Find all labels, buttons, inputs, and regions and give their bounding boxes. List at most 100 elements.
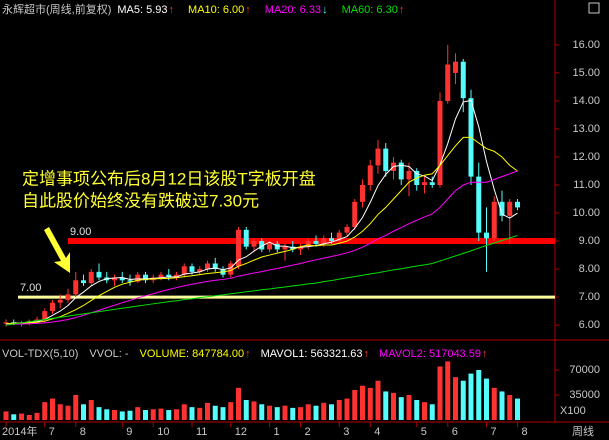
- chart-title: 永辉超市(周线,前复权): [2, 2, 111, 16]
- volume-bar: [491, 387, 497, 420]
- candle-body: [360, 185, 365, 202]
- unit-label: X100: [560, 405, 586, 417]
- volume-bar: [329, 404, 334, 420]
- x-tick-label: 3: [343, 426, 349, 438]
- volume-bar: [305, 404, 311, 420]
- volume-bar: [484, 378, 489, 420]
- window-button[interactable]: [588, 2, 600, 14]
- y-tick-label: 35000: [569, 389, 600, 401]
- legend-entry: MA60: 6.30: [342, 4, 398, 16]
- candle-body: [336, 232, 342, 242]
- volume-bar: [3, 411, 9, 420]
- volume-bar: [251, 401, 257, 420]
- candle-body: [228, 263, 234, 275]
- volume-bar: [290, 407, 296, 420]
- candle-body: [112, 277, 117, 281]
- candle-body: [81, 280, 86, 284]
- legend-arrow: ↑: [245, 348, 251, 360]
- candle-body: [181, 266, 187, 275]
- ma-line: [5, 136, 518, 325]
- candle-body: [429, 182, 435, 186]
- candle-body: [212, 263, 218, 270]
- candle-body: [499, 201, 505, 216]
- volume-bar: [460, 380, 466, 420]
- x-tick-label: 8: [522, 426, 528, 438]
- legend-entry: MAVOL1: 563321.63: [261, 348, 363, 360]
- volume-bar: [57, 404, 63, 420]
- volume-bar: [26, 415, 32, 420]
- volume-bar: [96, 407, 102, 420]
- volume-bar: [391, 392, 396, 420]
- candle-body: [166, 274, 172, 278]
- y-tick-label: 12.00: [572, 151, 600, 163]
- volume-bar: [336, 400, 342, 420]
- candle-body: [251, 241, 257, 247]
- candle-body: [127, 280, 133, 282]
- volume-bar: [119, 411, 125, 420]
- legend-entry: VOL-TDX(5,10): [2, 348, 78, 360]
- candle-body: [507, 201, 513, 216]
- candle-body: [88, 271, 94, 284]
- candle-body: [42, 311, 48, 320]
- y-tick-label: 9.00: [579, 235, 600, 247]
- y-tick-label: 8.00: [579, 263, 600, 275]
- legend-entry: MAVOL2: 517043.59: [379, 348, 481, 360]
- x-tick-label: 4: [374, 426, 380, 438]
- volume-bar: [236, 387, 241, 420]
- candle-body: [243, 229, 249, 247]
- volume-bar: [243, 400, 249, 420]
- y-tick-label: 6.00: [579, 319, 600, 331]
- candle-body: [143, 274, 148, 281]
- legend-entry: MA20: 6.33: [265, 4, 321, 16]
- volume-bar: [212, 405, 218, 420]
- x-tick-label: 2014年: [2, 424, 37, 438]
- candle-body: [406, 170, 412, 180]
- volume-bar: [453, 377, 458, 420]
- y-tick-label: 11.00: [573, 179, 600, 191]
- y-tick-label: 7.00: [579, 291, 600, 303]
- volume-bar: [166, 410, 172, 420]
- candle-body: [398, 162, 404, 180]
- candle-body: [236, 229, 241, 267]
- legend-arrow: ↑: [482, 348, 488, 360]
- legend-entry: MA5: 5.93: [117, 4, 167, 16]
- x-tick-label: 9: [126, 426, 132, 438]
- legend-arrow: ↑: [399, 4, 405, 16]
- ma-line: [5, 99, 518, 325]
- y-tick-label: 70000: [569, 364, 600, 376]
- candle-body: [259, 241, 265, 250]
- candle-body: [282, 246, 288, 250]
- candle-body: [445, 64, 451, 101]
- volume-bar: [298, 407, 303, 420]
- legend-entry: VOLUME: 847784.00: [140, 348, 245, 360]
- volume-bar: [150, 409, 156, 420]
- volume-bar: [282, 405, 288, 420]
- candle-body: [313, 241, 319, 244]
- candle-body: [437, 100, 443, 186]
- volume-bar: [143, 410, 148, 420]
- candle-body: [321, 238, 327, 244]
- volume-bar: [429, 404, 435, 420]
- candle-body: [119, 277, 125, 281]
- y-tick-label: 16.00: [572, 39, 600, 51]
- volume-bar: [398, 397, 404, 420]
- volume-bar: [34, 412, 40, 420]
- x-tick-label: 6: [452, 426, 458, 438]
- volume-bar: [181, 404, 187, 420]
- volume-bar: [42, 402, 48, 420]
- legend-arrow: ↑: [245, 4, 251, 16]
- x-tick-label: 7: [491, 426, 497, 438]
- x-tick-label: 2: [305, 426, 311, 438]
- candle-body: [422, 182, 427, 186]
- volume-bar: [127, 410, 133, 420]
- ma-line: [5, 234, 518, 326]
- volume-bar: [11, 414, 17, 420]
- volume-bar: [515, 398, 520, 420]
- legend-entry: VVOL: -: [89, 348, 128, 360]
- legend-arrow: ↑: [169, 4, 175, 16]
- candle-body: [267, 243, 272, 250]
- volume-bar: [158, 408, 164, 420]
- volume-bar: [437, 366, 443, 420]
